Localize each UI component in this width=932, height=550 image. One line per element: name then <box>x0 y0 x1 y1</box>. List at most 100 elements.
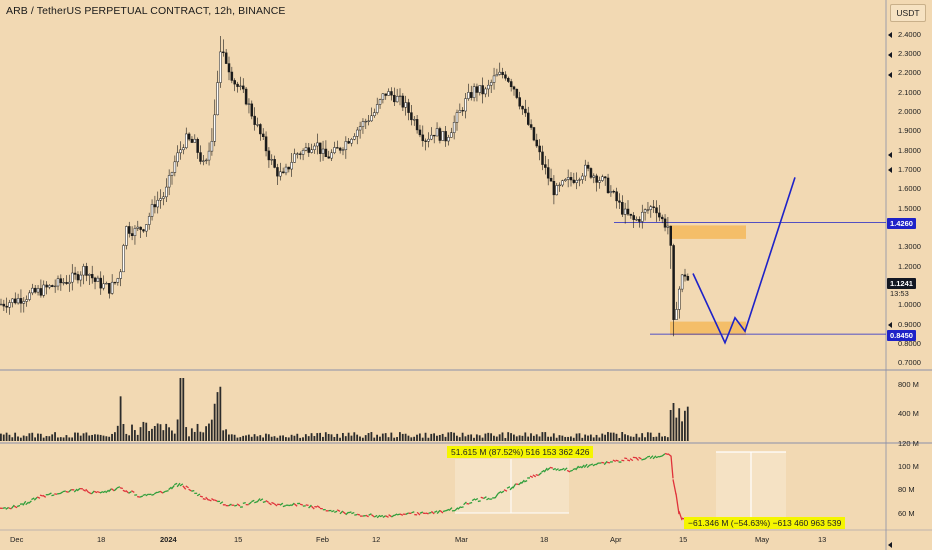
measure-box-up <box>455 459 569 513</box>
indicator-segment <box>546 467 551 471</box>
indicator-segment <box>569 469 574 472</box>
indicator-segment <box>463 501 467 506</box>
candle-up <box>53 285 57 288</box>
indicator-segment <box>308 504 312 509</box>
volume-bar <box>495 436 498 441</box>
candle-up <box>48 285 51 288</box>
candle-up <box>16 298 20 304</box>
volume-bar <box>79 435 82 441</box>
indicator-segment <box>334 510 338 514</box>
volume-bar <box>219 386 222 441</box>
volume-bar <box>575 433 578 441</box>
volume-bar <box>461 432 464 441</box>
volume-bar <box>410 437 413 441</box>
candle-up <box>210 141 214 152</box>
candle-down <box>390 91 393 96</box>
candle-down <box>347 141 350 144</box>
candle-up <box>173 161 177 173</box>
price-label: 1.5000 <box>898 204 921 213</box>
volume-bar <box>504 437 507 441</box>
price-pane[interactable] <box>0 32 892 548</box>
indicator-segment <box>595 462 599 466</box>
current-price-tag: 1.1241 <box>887 278 916 289</box>
time-label: Apr <box>610 535 622 544</box>
indicator-segment <box>497 491 502 495</box>
indicator-segment <box>310 505 315 510</box>
currency-button[interactable]: USDT <box>890 4 926 22</box>
volume-bar <box>558 435 561 441</box>
candle-down <box>281 171 285 174</box>
volume-bar <box>379 436 381 441</box>
volume-bar <box>464 436 467 441</box>
candle-up <box>381 93 385 100</box>
candle-up <box>592 175 596 178</box>
candle-down <box>586 164 590 169</box>
indicator-segment <box>268 502 272 506</box>
volume-bar <box>427 437 430 441</box>
candle-up <box>293 153 296 163</box>
volume-pane[interactable] <box>0 378 689 441</box>
measure-up-label[interactable]: 51.615 M (87.52%) 516 153 362 426 <box>447 446 594 458</box>
indicator-pane[interactable] <box>0 451 786 521</box>
volume-bar <box>105 436 108 441</box>
volume-bar <box>68 437 71 441</box>
indicator-segment <box>305 504 309 507</box>
candle-down <box>541 151 544 165</box>
indicator-segment <box>419 511 424 514</box>
volume-bar <box>581 437 584 441</box>
volume-label: 800 M <box>898 380 919 389</box>
candle-up <box>159 198 162 201</box>
candle-down <box>153 204 157 208</box>
volume-bar <box>615 433 618 441</box>
candle-down <box>324 148 328 158</box>
indicator-segment <box>572 467 576 471</box>
candle-down <box>535 139 539 147</box>
indicator-segment <box>279 502 284 506</box>
volume-bar <box>458 437 461 441</box>
candle-down <box>139 226 142 230</box>
candle-down <box>438 128 442 141</box>
candle-up <box>185 133 188 148</box>
candle-up <box>116 278 120 283</box>
indicator-segment <box>428 511 432 514</box>
volume-bar <box>507 432 510 441</box>
indicator-segment <box>242 501 246 504</box>
candle-down <box>504 74 507 79</box>
candle-up <box>353 136 356 140</box>
candle-up <box>79 274 83 281</box>
indicator-segment <box>259 498 264 502</box>
measure-down-label[interactable]: −61.346 M (−54.63%) −613 460 963 539 <box>684 517 846 529</box>
candle-down <box>546 167 550 179</box>
volume-bar <box>564 436 567 441</box>
time-label: 2024 <box>160 535 177 544</box>
volume-bar <box>133 430 136 441</box>
candle-up <box>296 153 299 155</box>
candle-down <box>569 177 573 181</box>
volume-bar <box>302 437 304 441</box>
volume-bar <box>376 434 378 441</box>
candle-up <box>22 301 26 304</box>
candle-down <box>529 124 533 128</box>
price-label: 1.7000 <box>898 165 921 174</box>
indicator-segment <box>111 488 115 492</box>
candle-down <box>230 71 234 81</box>
indicator-segment <box>629 458 634 462</box>
candle-up <box>136 226 140 229</box>
candle-down <box>501 71 504 75</box>
volume-bar <box>316 433 319 441</box>
indicator-segment <box>202 498 206 501</box>
volume-bar <box>324 432 327 441</box>
candle-down <box>233 80 236 85</box>
indicator-segment <box>290 502 295 507</box>
candle-down <box>19 298 23 304</box>
volume-bar <box>293 435 296 441</box>
price-zone <box>670 225 746 239</box>
candle-up <box>330 152 333 159</box>
candle-down <box>418 129 422 136</box>
price-label: 2.0000 <box>898 107 921 116</box>
indicator-segment <box>116 486 121 489</box>
candle-down <box>273 159 276 168</box>
axis-marker <box>888 167 892 173</box>
candle-up <box>284 166 288 174</box>
